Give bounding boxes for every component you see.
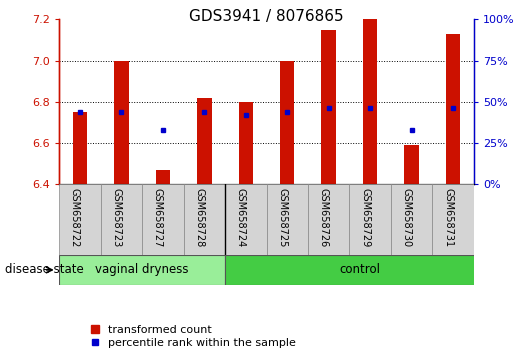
Text: vaginal dryness: vaginal dryness — [95, 263, 189, 276]
Bar — [238, 102, 253, 184]
Bar — [349, 184, 391, 255]
Text: GSM658723: GSM658723 — [111, 188, 122, 247]
Text: GSM658727: GSM658727 — [153, 188, 163, 247]
Bar — [197, 98, 212, 184]
Text: GSM658722: GSM658722 — [70, 188, 80, 247]
Bar — [280, 61, 295, 184]
Text: GSM658726: GSM658726 — [319, 188, 329, 247]
Bar — [59, 255, 225, 285]
Bar — [142, 184, 183, 255]
Text: GSM658731: GSM658731 — [443, 188, 453, 247]
Text: control: control — [339, 263, 380, 276]
Text: disease state: disease state — [5, 263, 84, 276]
Bar — [114, 61, 129, 184]
Text: GSM658729: GSM658729 — [360, 188, 370, 247]
Text: GSM658730: GSM658730 — [402, 188, 411, 247]
Bar — [308, 184, 349, 255]
Text: GSM658728: GSM658728 — [194, 188, 204, 247]
Bar — [267, 184, 308, 255]
Bar — [225, 255, 494, 285]
Text: GSM658724: GSM658724 — [236, 188, 246, 247]
Bar — [363, 19, 377, 184]
Bar — [391, 184, 433, 255]
Bar — [156, 170, 170, 184]
Legend: transformed count, percentile rank within the sample: transformed count, percentile rank withi… — [91, 325, 296, 348]
Text: GDS3941 / 8076865: GDS3941 / 8076865 — [189, 9, 344, 24]
Bar — [73, 112, 87, 184]
Bar — [446, 34, 460, 184]
Bar — [184, 184, 225, 255]
Bar — [321, 30, 336, 184]
Bar — [404, 145, 419, 184]
Bar — [59, 184, 101, 255]
Bar — [433, 184, 474, 255]
Bar — [101, 184, 142, 255]
Bar — [225, 184, 267, 255]
Text: GSM658725: GSM658725 — [277, 188, 287, 247]
